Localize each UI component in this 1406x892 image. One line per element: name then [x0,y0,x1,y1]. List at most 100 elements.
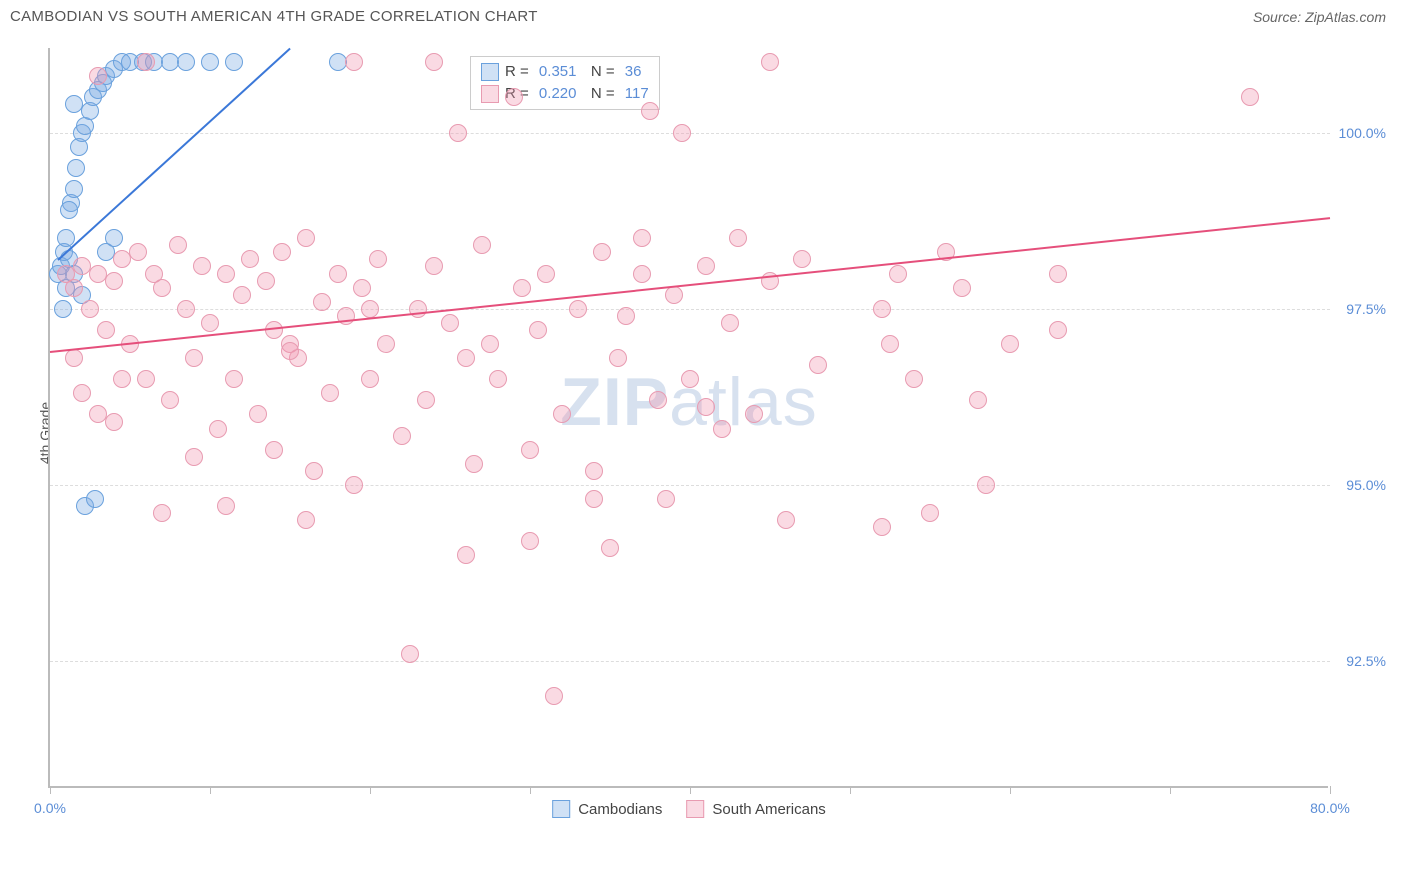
data-point [209,420,227,438]
data-point [201,314,219,332]
legend-swatch [552,800,570,818]
data-point [169,236,187,254]
y-tick-label: 95.0% [1346,477,1386,493]
data-point [697,398,715,416]
data-point [129,243,147,261]
y-tick-label: 100.0% [1339,125,1386,141]
data-point [681,370,699,388]
data-point [225,370,243,388]
x-tick [690,786,691,794]
data-point [369,250,387,268]
data-point [153,279,171,297]
data-point [329,265,347,283]
data-point [721,314,739,332]
legend-row: R = 0.351 N = 36 [481,61,649,83]
data-point [137,53,155,71]
data-point [881,335,899,353]
data-point [73,384,91,402]
data-point [1049,321,1067,339]
data-point [297,511,315,529]
data-point [697,257,715,275]
legend-r-value: 0.351 [535,61,577,83]
x-tick-label: 80.0% [1310,800,1350,816]
data-point [201,53,219,71]
data-point [273,243,291,261]
data-point [86,490,104,508]
data-point [425,257,443,275]
legend-swatch [481,85,499,103]
x-tick-label: 0.0% [34,800,66,816]
data-point [537,265,555,283]
data-point [873,518,891,536]
legend-n-label: N = [582,83,614,105]
data-point [649,391,667,409]
data-point [601,539,619,557]
data-point [193,257,211,275]
gridline [50,309,1330,310]
data-point [633,265,651,283]
series-legend-item: South Americans [686,800,825,818]
x-tick [1330,786,1331,794]
data-point [153,504,171,522]
chart-title: CAMBODIAN VS SOUTH AMERICAN 4TH GRADE CO… [10,8,538,25]
chart-header: CAMBODIAN VS SOUTH AMERICAN 4TH GRADE CO… [0,0,1406,33]
data-point [449,124,467,142]
x-tick [530,786,531,794]
data-point [809,356,827,374]
data-point [393,427,411,445]
legend-r-value: 0.220 [535,83,577,105]
data-point [137,370,155,388]
series-legend-item: Cambodians [552,800,662,818]
data-point [89,67,107,85]
data-point [505,88,523,106]
data-point [377,335,395,353]
data-point [65,279,83,297]
data-point [1049,265,1067,283]
data-point [529,321,547,339]
data-point [745,405,763,423]
data-point [185,448,203,466]
data-point [305,462,323,480]
data-point [177,300,195,318]
data-point [313,293,331,311]
data-point [105,413,123,431]
data-point [873,300,891,318]
y-tick-label: 97.5% [1346,301,1386,317]
data-point [249,405,267,423]
data-point [177,53,195,71]
legend-swatch [686,800,704,818]
data-point [54,300,72,318]
x-tick [850,786,851,794]
data-point [113,370,131,388]
data-point [609,349,627,367]
series-name: Cambodians [578,801,662,818]
correlation-legend: R = 0.351 N = 36R = 0.220 N = 117 [470,56,660,110]
data-point [617,307,635,325]
data-point [65,95,83,113]
data-point [265,441,283,459]
data-point [545,687,563,705]
gridline [50,661,1330,662]
data-point [425,53,443,71]
data-point [105,229,123,247]
data-point [641,102,659,120]
x-tick [1010,786,1011,794]
data-point [905,370,923,388]
data-point [1001,335,1019,353]
data-point [585,462,603,480]
data-point [489,370,507,388]
data-point [481,335,499,353]
data-point [353,279,371,297]
data-point [553,405,571,423]
data-point [793,250,811,268]
data-point [521,532,539,550]
data-point [233,286,251,304]
data-point [729,229,747,247]
data-point [97,321,115,339]
scatter-chart: 4th Grade ZIPatlas R = 0.351 N = 36R = 0… [48,48,1388,818]
data-point [633,229,651,247]
data-point [257,272,275,290]
y-tick-label: 92.5% [1346,653,1386,669]
legend-n-value: 36 [621,61,642,83]
x-tick [210,786,211,794]
